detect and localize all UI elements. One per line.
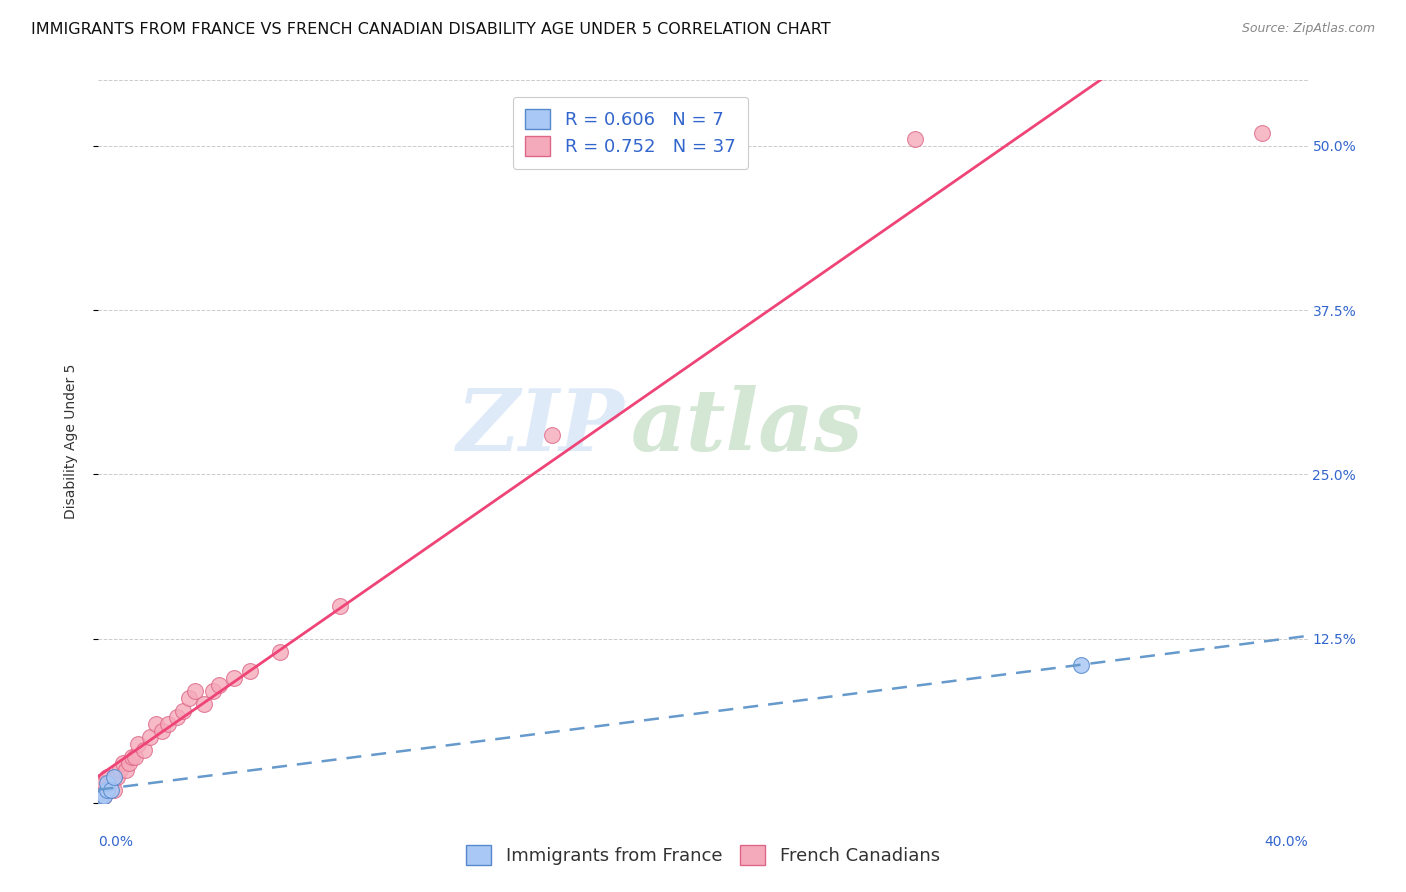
Point bbox=[111, 756, 134, 771]
Y-axis label: Disability Age Under 5: Disability Age Under 5 bbox=[63, 364, 77, 519]
Point bbox=[96, 782, 118, 797]
Point bbox=[329, 599, 352, 613]
Point bbox=[90, 789, 112, 804]
Point bbox=[239, 665, 262, 679]
Point bbox=[96, 776, 118, 790]
Text: Source: ZipAtlas.com: Source: ZipAtlas.com bbox=[1241, 22, 1375, 36]
Text: ZIP: ZIP bbox=[457, 385, 624, 469]
Point bbox=[121, 749, 143, 764]
Point bbox=[90, 789, 112, 804]
Point bbox=[156, 717, 179, 731]
Point bbox=[108, 763, 131, 777]
Point bbox=[96, 782, 118, 797]
Legend: Immigrants from France, French Canadians: Immigrants from France, French Canadians bbox=[458, 838, 948, 872]
Point bbox=[127, 737, 149, 751]
Point bbox=[179, 690, 201, 705]
Point bbox=[208, 677, 231, 691]
Point bbox=[172, 704, 194, 718]
Point bbox=[105, 770, 128, 784]
Point bbox=[114, 763, 136, 777]
Point bbox=[103, 770, 125, 784]
Point bbox=[103, 770, 125, 784]
Point bbox=[692, 152, 714, 166]
Point bbox=[93, 789, 115, 804]
Legend: R = 0.606   N = 7, R = 0.752   N = 37: R = 0.606 N = 7, R = 0.752 N = 37 bbox=[513, 96, 748, 169]
Point bbox=[103, 782, 125, 797]
Point bbox=[193, 698, 215, 712]
Text: atlas: atlas bbox=[630, 385, 863, 469]
Point bbox=[139, 730, 162, 744]
Point bbox=[132, 743, 155, 757]
Point bbox=[202, 684, 225, 698]
Text: IMMIGRANTS FROM FRANCE VS FRENCH CANADIAN DISABILITY AGE UNDER 5 CORRELATION CHA: IMMIGRANTS FROM FRANCE VS FRENCH CANADIA… bbox=[31, 22, 831, 37]
Point bbox=[269, 645, 291, 659]
Point bbox=[904, 132, 927, 146]
Point bbox=[90, 782, 112, 797]
Point bbox=[145, 717, 167, 731]
Text: 0.0%: 0.0% bbox=[98, 835, 134, 849]
Point bbox=[93, 776, 115, 790]
Text: 40.0%: 40.0% bbox=[1264, 835, 1308, 849]
Point bbox=[124, 749, 146, 764]
Point bbox=[96, 770, 118, 784]
Point bbox=[1251, 126, 1274, 140]
Point bbox=[118, 756, 141, 771]
Point bbox=[166, 710, 188, 724]
Point bbox=[100, 776, 122, 790]
Point bbox=[100, 782, 122, 797]
Point bbox=[224, 671, 246, 685]
Point bbox=[540, 428, 562, 442]
Point bbox=[1070, 657, 1092, 672]
Point bbox=[93, 789, 115, 804]
Point bbox=[150, 723, 173, 738]
Point bbox=[184, 684, 207, 698]
